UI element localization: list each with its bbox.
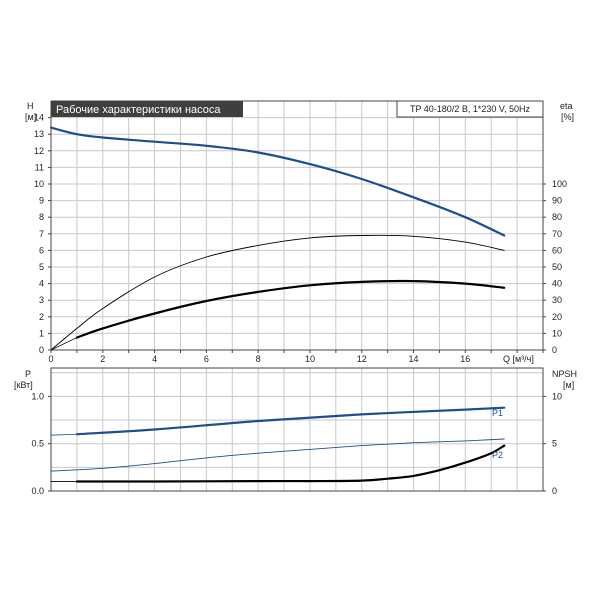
bottom-grid [51,368,543,491]
head-tick-label: 6 [39,245,44,255]
flow-tick-label: 12 [357,354,367,364]
npsh-axis-ticks: 0 5 10 [543,391,562,496]
head-axis-label: H [27,101,34,111]
flow-tick-label: 10 [305,354,315,364]
head-axis-unit: [м] [25,112,36,122]
top-series-line-0 [49,126,506,237]
top-series-line-3 [75,279,506,339]
head-tick-label: 9 [39,196,44,206]
top-series-line-4 [50,337,78,351]
head-tick-label: 13 [34,129,44,139]
top-curves [49,126,506,351]
flow-tick-label: 6 [204,354,209,364]
chart-title: Рабочие характеристики насоса [56,104,221,116]
efficiency-axis-ticks: 0 10 20 30 40 50 60 70 80 90 100 [543,179,567,355]
model-label-box [396,100,544,118]
flow-tick-label: 4 [152,354,157,364]
p2-series-label: P2 [492,450,503,460]
head-tick-label: 1 [39,328,44,338]
efficiency-tick-label: 20 [552,312,562,322]
flow-tick-label: 16 [460,354,470,364]
efficiency-tick-label: 0 [552,345,557,355]
efficiency-tick-label: 80 [552,212,562,222]
head-tick-label: 8 [39,212,44,222]
top-plot-frame [50,100,544,351]
head-tick-label: 7 [39,229,44,239]
efficiency-tick-label: 40 [552,279,562,289]
efficiency-tick-label: 70 [552,229,562,239]
bottom-plot-frame [50,367,544,492]
chart-title-box [51,101,243,117]
head-tick-label: 5 [39,262,44,272]
flow-tick-label: 14 [409,354,419,364]
top-series-line-1 [50,127,78,135]
efficiency-tick-label: 100 [552,179,567,189]
efficiency-tick-label: 90 [552,196,562,206]
model-label: TP 40-180/2 B, 1*230 V, 50Hz [410,104,531,114]
bottom-curves [50,406,506,483]
flow-tick-label: 0 [48,354,53,364]
head-tick-label: 14 [34,113,44,123]
npsh-tick-label: 0 [552,486,557,496]
efficiency-tick-label: 10 [552,328,562,338]
npsh-tick-label: 10 [552,391,562,401]
power-axis-unit: [кВт] [14,380,33,390]
power-axis-label: P [25,369,31,379]
efficiency-axis-unit: [%] [561,112,574,122]
head-tick-label: 0 [39,345,44,355]
bottom-series-line-1 [50,433,78,436]
flow-tick-label: 8 [256,354,261,364]
efficiency-tick-label: 60 [552,245,562,255]
efficiency-tick-label: 30 [552,295,562,305]
head-tick-label: 3 [39,295,44,305]
top-series-line-2 [50,234,505,351]
bottom-series-line-0 [75,406,506,436]
bottom-series-line-2 [50,438,505,472]
head-tick-label: 12 [34,146,44,156]
bottom-series-line-3 [75,444,506,483]
head-tick-label: 11 [35,162,44,172]
power-tick-label: 0.0 [31,486,44,496]
power-tick-label: 1.0 [31,391,44,401]
power-axis-ticks: 0.0 0.5 1.0 [31,391,51,496]
head-tick-label: 10 [34,179,44,189]
efficiency-tick-label: 50 [552,262,562,272]
flow-axis-label: Q [м³/ч] [503,354,534,364]
efficiency-axis-label: eta [560,101,573,111]
head-tick-label: 4 [39,279,44,289]
head-tick-label: 2 [39,312,44,322]
power-npsh-panel: 0.0 0.5 1.0 0 5 10 P [кВт] NPSH [м] P1 P2 [14,367,577,496]
npsh-axis-label: NPSH [552,369,577,379]
flow-axis-ticks: 0 2 4 6 8 10 12 14 16 [48,350,544,364]
p1-series-label: P1 [492,408,503,418]
npsh-axis-unit: [м] [563,380,574,390]
npsh-tick-label: 5 [552,439,557,449]
power-tick-label: 0.5 [31,439,44,449]
top-grid [51,101,543,350]
flow-tick-label: 2 [100,354,105,364]
